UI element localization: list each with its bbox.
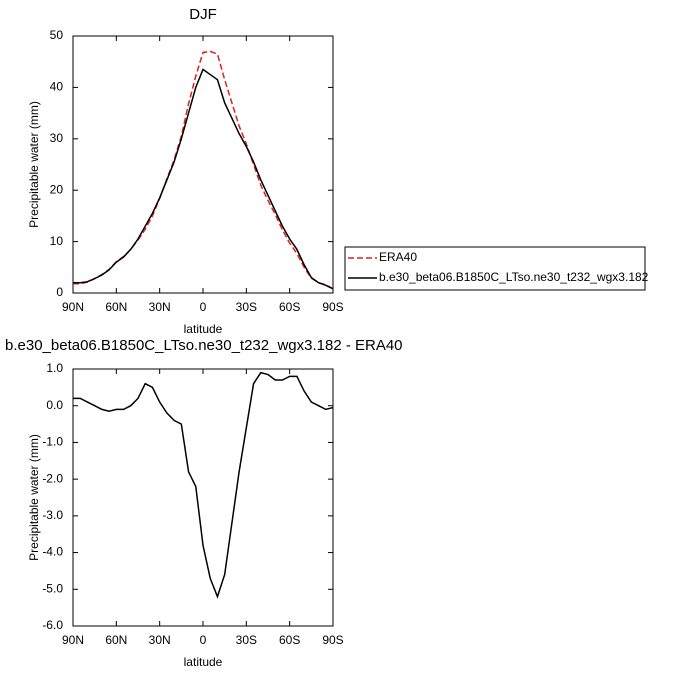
y-tick-label: 40 [50, 80, 64, 94]
x-tick-label: 60S [279, 300, 300, 314]
y-tick-label: 0.0 [46, 398, 63, 412]
x-tick-label: 60S [279, 633, 300, 647]
x-axis-label: latitude [184, 655, 223, 669]
chart-title: DJF [189, 6, 217, 23]
x-tick-label: 0 [200, 633, 207, 647]
y-tick-label: 30 [50, 131, 64, 145]
legend-box [344, 246, 646, 291]
legend-label: ERA40 [379, 250, 417, 264]
data-line [73, 371, 334, 599]
x-tick-label: 90S [322, 300, 343, 314]
y-tick-label: -1.0 [42, 435, 63, 449]
x-tick-label: 60N [105, 633, 127, 647]
y-tick-label: -5.0 [42, 581, 63, 595]
x-tick-label: 60N [105, 300, 127, 314]
x-axis-label: latitude [184, 322, 223, 336]
y-tick-label: -3.0 [42, 508, 63, 522]
plot-frame [72, 368, 334, 627]
y-tick-label: 0 [56, 285, 63, 299]
x-tick-label: 30S [236, 300, 257, 314]
x-tick-label: 90N [62, 633, 84, 647]
x-tick-label: 90S [322, 633, 343, 647]
y-axis-label: Precipitable water (mm) [27, 101, 41, 228]
y-tick-label: 10 [50, 234, 64, 248]
legend-label: b.e30_beta06.B1850C_LTso.ne30_t232_wgx3.… [379, 270, 649, 284]
plot-frame [72, 35, 334, 294]
data-line [73, 50, 334, 290]
y-tick-label: -4.0 [42, 545, 63, 559]
x-tick-label: 30N [149, 633, 171, 647]
x-tick-label: 90N [62, 300, 84, 314]
y-tick-label: -2.0 [42, 471, 63, 485]
data-line [73, 68, 334, 290]
y-tick-label: 1.0 [46, 361, 63, 375]
x-tick-label: 30S [236, 633, 257, 647]
x-tick-label: 0 [200, 300, 207, 314]
y-tick-label: 50 [50, 28, 64, 42]
y-tick-label: -6.0 [42, 618, 63, 632]
y-tick-label: 20 [50, 182, 64, 196]
y-axis-label: Precipitable water (mm) [27, 434, 41, 561]
chart-title: b.e30_beta06.B1850C_LTso.ne30_t232_wgx3.… [5, 337, 403, 354]
x-tick-label: 30N [149, 300, 171, 314]
